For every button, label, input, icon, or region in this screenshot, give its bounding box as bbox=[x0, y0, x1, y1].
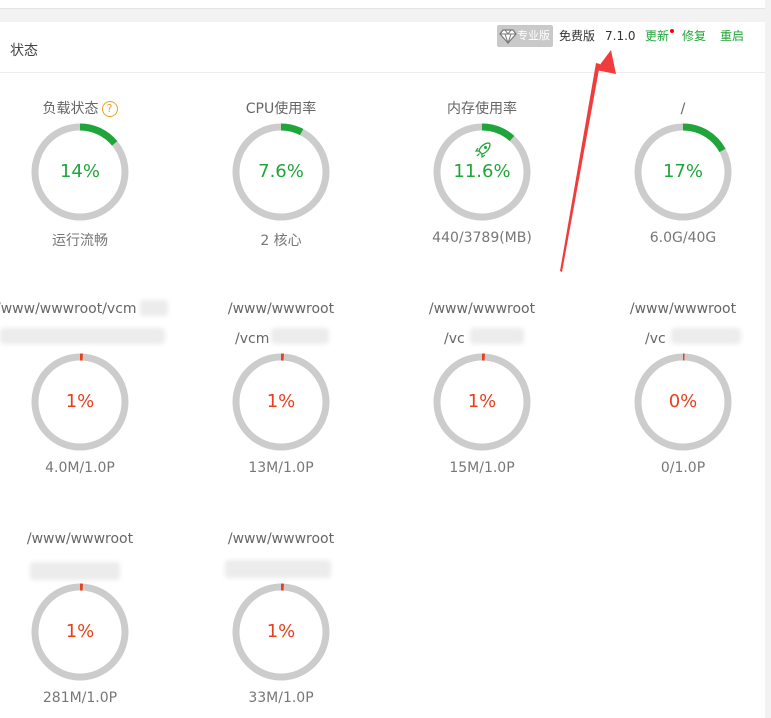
memory-gauge[interactable]: 内存使用率 11.6% 440/3789(MB) bbox=[402, 100, 562, 260]
diamond-icon bbox=[499, 29, 517, 45]
disk-usage-6: 33M/1.0P bbox=[248, 690, 314, 706]
disk-path-6: /www/wwwroot bbox=[227, 531, 335, 547]
disk-usage-1: 4.0M/1.0P bbox=[45, 460, 115, 476]
disk-usage-2: 13M/1.0P bbox=[248, 460, 314, 476]
pro-version-label: 专业版 bbox=[517, 29, 550, 42]
ring-fill bbox=[433, 123, 531, 221]
disk-value-4: 0% bbox=[668, 391, 698, 412]
root-disk-value: 17% bbox=[662, 161, 703, 182]
disk-usage-5: 281M/1.0P bbox=[42, 690, 118, 706]
root-disk-ring bbox=[634, 123, 732, 221]
disk-value-3: 1% bbox=[467, 391, 497, 412]
disk-gauge-4[interactable]: /www/wwwroot /vc 0% 0/1.0P bbox=[603, 300, 763, 480]
redacted-area bbox=[140, 300, 168, 316]
cpu-gauge-label: CPU使用率 bbox=[245, 101, 317, 117]
load-value: 14% bbox=[59, 161, 100, 182]
ring-fill bbox=[232, 353, 330, 451]
redacted-area bbox=[0, 328, 165, 344]
load-gauge-label: 负载状态 bbox=[42, 101, 99, 117]
disk-ring-1 bbox=[31, 353, 129, 451]
ring-fill bbox=[634, 353, 732, 451]
pro-version-badge[interactable]: 专业版 bbox=[497, 25, 553, 47]
disk-path-5: /www/wwwroot bbox=[26, 531, 134, 547]
cpu-gauge[interactable]: CPU使用率 7.6% 2 核心 bbox=[201, 100, 361, 260]
disk-gauge-2[interactable]: /www/wwwroot /vcm 1% 13M/1.0P bbox=[201, 300, 361, 480]
title-divider bbox=[0, 72, 765, 73]
disk-path-2: /www/wwwroot bbox=[227, 301, 335, 317]
free-edition-label: 免费版 bbox=[559, 29, 596, 43]
panel-title: 状态 bbox=[10, 43, 38, 59]
disk-ring-2 bbox=[232, 353, 330, 451]
disk-path-4b: /vc bbox=[645, 331, 666, 347]
cpu-cores: 2 核心 bbox=[260, 233, 302, 249]
disk-gauge-3[interactable]: /www/wwwroot /vc 1% 15M/1.0P bbox=[402, 300, 562, 480]
cpu-value: 7.6% bbox=[258, 161, 304, 182]
load-status: 运行流畅 bbox=[52, 233, 108, 249]
root-disk-gauge[interactable]: / 17% 6.0G/40G bbox=[603, 100, 763, 260]
redacted-area bbox=[30, 562, 120, 580]
load-gauge-label-wrap: 负载状态? bbox=[0, 100, 160, 118]
cpu-ring bbox=[232, 123, 330, 221]
memory-value: 11.6% bbox=[453, 161, 511, 182]
ring-fill bbox=[232, 123, 330, 221]
redacted-area bbox=[470, 328, 524, 344]
memory-gauge-label: 内存使用率 bbox=[447, 101, 517, 117]
root-disk-usage: 6.0G/40G bbox=[649, 230, 717, 246]
disk-usage-4: 0/1.0P bbox=[660, 460, 706, 476]
redacted-area bbox=[271, 328, 329, 344]
update-dot bbox=[670, 29, 674, 33]
disk-path-3b: /vc bbox=[444, 331, 465, 347]
disk-ring-5 bbox=[31, 583, 129, 681]
top-strip bbox=[0, 0, 765, 9]
ring-fill bbox=[232, 583, 330, 681]
memory-ring bbox=[433, 123, 531, 221]
disk-path-1: /www/wwwroot/vcm bbox=[0, 301, 137, 317]
help-circle-icon[interactable]: ? bbox=[101, 101, 118, 117]
disk-value-1: 1% bbox=[65, 391, 95, 412]
ring-fill bbox=[634, 123, 732, 221]
memory-usage: 440/3789(MB) bbox=[432, 230, 532, 246]
disk-path-3: /www/wwwroot bbox=[428, 301, 536, 317]
disk-ring-6 bbox=[232, 583, 330, 681]
disk-path-4: /www/wwwroot bbox=[629, 301, 737, 317]
disk-ring-3 bbox=[433, 353, 531, 451]
repair-link[interactable]: 修复 bbox=[682, 29, 707, 43]
restart-link[interactable]: 重启 bbox=[720, 29, 745, 43]
ring-fill bbox=[31, 583, 129, 681]
ring-fill bbox=[31, 353, 129, 451]
scroll-gutter bbox=[765, 0, 771, 718]
ring-fill bbox=[31, 123, 129, 221]
disk-usage-3: 15M/1.0P bbox=[449, 460, 515, 476]
status-panel: 状态 专业版 免费版 7.1.0 更新 修复 重启 负载状态? 14% 运行流畅… bbox=[0, 22, 765, 718]
version-number: 7.1.0 bbox=[605, 29, 636, 43]
disk-ring-4 bbox=[634, 353, 732, 451]
root-disk-label: / bbox=[680, 101, 686, 117]
update-link[interactable]: 更新 bbox=[645, 29, 670, 43]
load-ring bbox=[31, 123, 129, 221]
ring-fill bbox=[433, 353, 531, 451]
redacted-area bbox=[225, 560, 331, 578]
load-gauge[interactable]: 负载状态? 14% 运行流畅 bbox=[0, 100, 160, 260]
disk-path-2b: /vcm bbox=[235, 331, 270, 347]
disk-gauge-6[interactable]: /www/wwwroot 1% 33M/1.0P bbox=[201, 530, 361, 710]
disk-gauge-5[interactable]: /www/wwwroot 1% 281M/1.0P bbox=[0, 530, 160, 710]
disk-value-2: 1% bbox=[266, 391, 296, 412]
disk-value-6: 1% bbox=[266, 621, 296, 642]
disk-gauge-1[interactable]: /www/wwwroot/vcm 1% 4.0M/1.0P bbox=[0, 300, 168, 480]
redacted-area bbox=[671, 328, 741, 344]
rocket-icon[interactable] bbox=[473, 140, 493, 160]
disk-value-5: 1% bbox=[65, 621, 95, 642]
